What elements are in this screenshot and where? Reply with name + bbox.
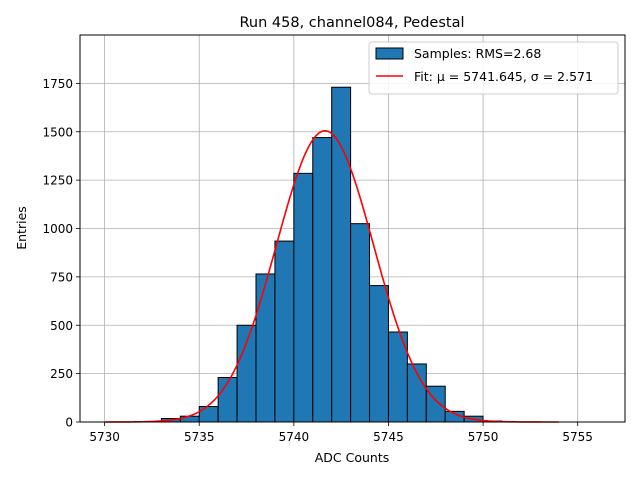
legend-box	[368, 41, 619, 95]
y-tick-label: 1250	[42, 174, 73, 188]
chart-title: Run 458, channel084, Pedestal	[239, 15, 464, 31]
x-tick-label: 5755	[562, 430, 593, 444]
y-tick-label: 750	[50, 270, 73, 284]
legend-histogram-label: Samples: RMS=2.68	[414, 46, 541, 61]
y-tick-label: 500	[50, 319, 73, 333]
histogram-bar	[255, 273, 276, 423]
y-axis-ticks: 0 250 500 750 1000 1250 1500 1750	[42, 77, 80, 430]
y-tick-label: 1000	[42, 222, 73, 236]
legend-histogram-swatch	[375, 47, 404, 60]
histogram-bar	[350, 223, 371, 423]
y-tick-label: 250	[50, 367, 73, 381]
histogram-bar	[236, 324, 257, 423]
histogram-bar	[369, 285, 389, 423]
histogram-bar	[293, 172, 314, 423]
histogram-bars	[160, 86, 503, 423]
y-tick-label: 1500	[42, 125, 73, 139]
x-tick-label: 5740	[279, 430, 310, 444]
y-tick-label: 1750	[42, 77, 73, 91]
x-tick-label: 5745	[373, 430, 404, 444]
x-axis-ticks: 5730 5735 5740 5745 5750 5755	[89, 422, 593, 444]
y-axis-label: Entries	[14, 206, 29, 250]
legend-fit-label: Fit: μ = 5741.645, σ = 2.571	[414, 69, 593, 84]
x-tick-label: 5730	[89, 430, 120, 444]
fit-curve-group	[104, 130, 559, 423]
x-tick-label: 5735	[184, 430, 215, 444]
fit-curve	[104, 130, 559, 423]
x-tick-label: 5750	[468, 430, 499, 444]
histogram-bar	[198, 406, 219, 423]
y-tick-label: 0	[65, 416, 73, 430]
legend: Samples: RMS=2.68 Fit: μ = 5741.645, σ =…	[368, 41, 619, 95]
x-axis-label: ADC Counts	[315, 450, 390, 465]
histogram-bar	[312, 137, 333, 423]
histogram-bar	[217, 376, 238, 423]
histogram-bar	[274, 240, 295, 423]
